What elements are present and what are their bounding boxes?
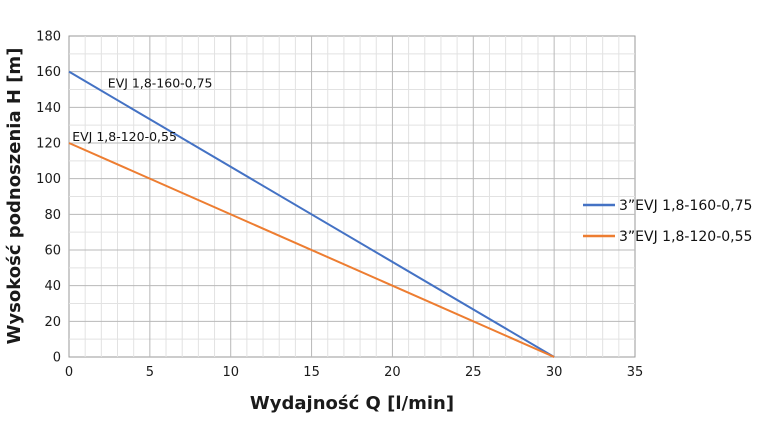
annotation-label: EVJ 1,8-160-0,75 [108,76,213,91]
x-axis-title: Wydajność Q [l/min] [250,393,454,414]
series-line [68,142,555,358]
y-tick-label: 100 [36,172,61,187]
annotation-label: EVJ 1,8-120-0,55 [72,129,177,144]
annotations: EVJ 1,8-160-0,75 EVJ 1,8-120-0,55 [72,76,212,144]
x-tick-label: 15 [303,365,320,380]
grid [69,36,635,357]
y-tick-label: 80 [44,208,61,223]
x-tick-label: 35 [627,365,644,380]
x-tick-label: 30 [546,365,563,380]
y-axis-title: Wysokość podnoszenia H [m] [4,48,25,345]
x-tick-label: 10 [222,365,239,380]
legend-label: 3”EVJ 1,8-160-0,75 [619,198,752,214]
y-tick-label: 180 [36,30,61,45]
tick-labels: 0 5 10 15 20 25 30 35 0 20 40 60 80 100 120 140 160 180 [36,30,643,381]
y-tick-label: 60 [44,244,61,259]
series-line [68,70,555,358]
legend-label: 3”EVJ 1,8-120-0,55 [619,229,752,245]
y-tick-label: 40 [44,279,61,294]
x-tick-label: 5 [146,365,154,380]
y-tick-label: 140 [36,101,61,116]
y-tick-label: 120 [36,137,61,152]
y-tick-label: 20 [44,315,61,330]
x-tick-label: 25 [465,365,482,380]
x-tick-label: 20 [384,365,401,380]
y-tick-label: 0 [53,351,61,366]
x-tick-label: 0 [65,365,73,380]
series-lines [68,70,555,358]
legend: 3”EVJ 1,8-160-0,75 3”EVJ 1,8-120-0,55 [583,198,752,245]
y-tick-label: 160 [36,65,61,80]
